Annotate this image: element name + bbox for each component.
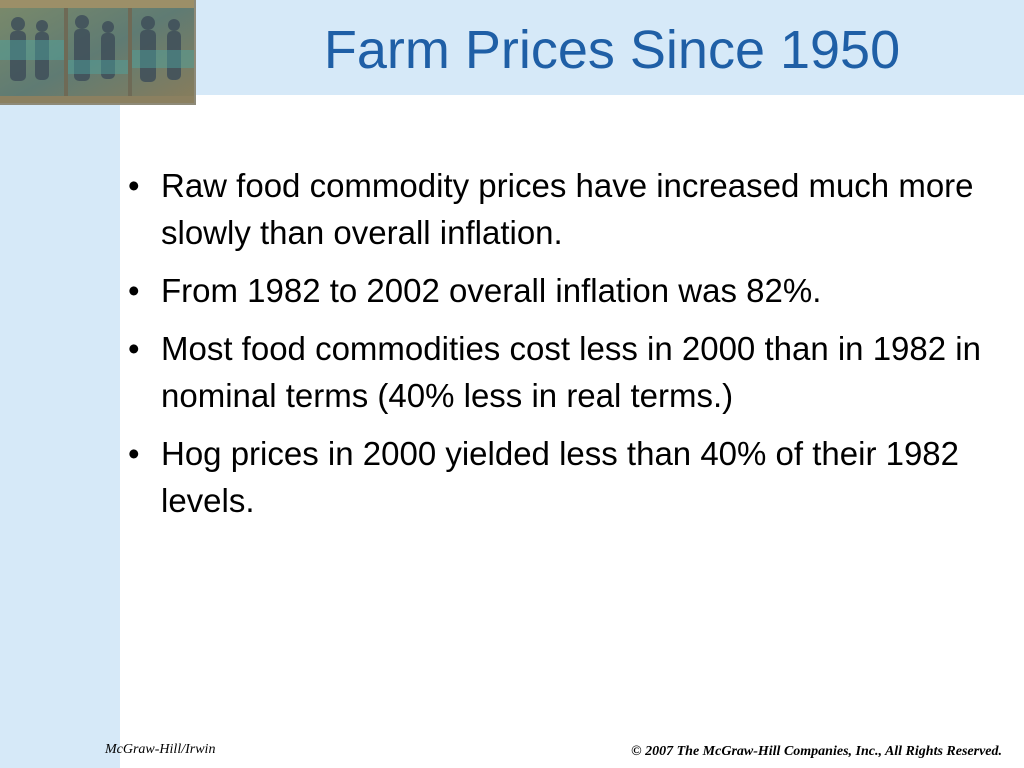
decorative-people-image: [0, 0, 196, 105]
bullet-text: From 1982 to 2002 overall inflation was …: [161, 272, 822, 309]
slide-title: Farm Prices Since 1950: [323, 20, 901, 80]
left-background-band: [0, 0, 120, 768]
bullet-icon: •: [128, 435, 140, 472]
bullet-text: Most food commodities cost less in 2000 …: [161, 330, 981, 414]
bullet-icon: •: [128, 167, 140, 204]
bullet-icon: •: [128, 330, 140, 367]
bullet-item: • Most food commodities cost less in 200…: [128, 325, 988, 419]
content-panel: [120, 95, 1024, 768]
bullet-item: • Hog prices in 2000 yielded less than 4…: [128, 430, 988, 524]
bullet-item: • From 1982 to 2002 overall inflation wa…: [128, 267, 988, 314]
bullet-text: Raw food commodity prices have increased…: [161, 167, 974, 251]
bullet-list: • Raw food commodity prices have increas…: [128, 162, 988, 535]
bullet-text: Hog prices in 2000 yielded less than 40%…: [161, 435, 960, 519]
footer-copyright: © 2007 The McGraw-Hill Companies, Inc., …: [631, 744, 1002, 759]
bullet-item: • Raw food commodity prices have increas…: [128, 162, 988, 256]
bullet-icon: •: [128, 272, 140, 309]
footer-publisher: McGraw-Hill/Irwin: [105, 742, 216, 757]
